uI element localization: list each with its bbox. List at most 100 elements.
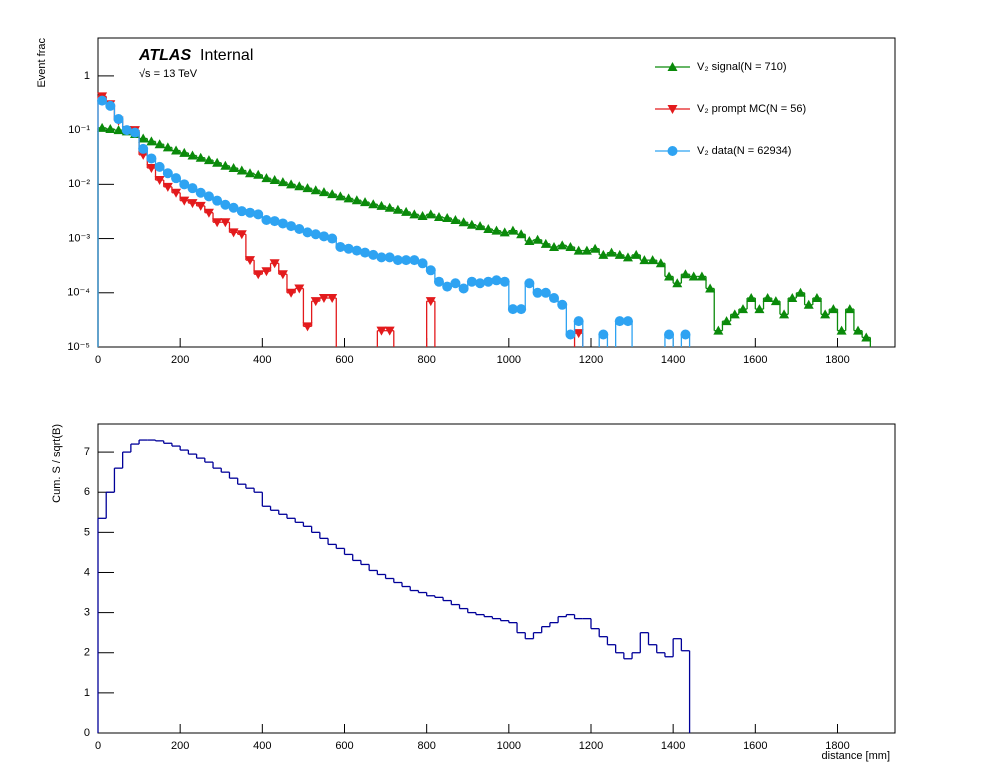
marker (762, 293, 773, 303)
marker (475, 278, 486, 289)
marker (261, 267, 272, 277)
x-tick-label: 400 (253, 740, 271, 752)
marker (376, 252, 387, 263)
marker (516, 229, 527, 239)
marker (540, 287, 551, 298)
marker (803, 299, 814, 309)
marker (811, 293, 822, 303)
marker (499, 276, 510, 287)
y-tick-label: 5 (84, 526, 90, 538)
marker (664, 329, 675, 340)
marker (245, 256, 256, 266)
marker (401, 206, 412, 216)
marker (105, 123, 116, 133)
marker (277, 218, 288, 229)
marker (335, 191, 346, 201)
legend-marker (667, 105, 678, 114)
marker (384, 202, 395, 212)
marker (466, 219, 477, 229)
legend-label: V₂ signal(N = 710) (697, 61, 787, 73)
x-tick-label: 400 (253, 354, 271, 366)
marker (598, 329, 609, 340)
marker (162, 168, 173, 179)
marker (450, 278, 461, 289)
marker (828, 304, 839, 314)
marker (516, 304, 527, 315)
marker (327, 189, 338, 199)
marker (138, 133, 149, 143)
marker (713, 325, 724, 335)
marker (212, 157, 223, 167)
marker (787, 293, 798, 303)
marker (655, 258, 666, 268)
marker (171, 173, 182, 184)
marker (836, 325, 847, 335)
marker (853, 325, 864, 335)
marker (138, 143, 149, 154)
x-tick-label: 1200 (579, 354, 603, 366)
marker (129, 127, 140, 138)
marker (442, 212, 453, 222)
marker (368, 199, 379, 209)
marker (212, 218, 223, 228)
marker (269, 216, 280, 227)
x-tick-label: 600 (335, 740, 353, 752)
marker (310, 229, 321, 240)
marker (187, 150, 198, 160)
x-tick-label: 1800 (825, 354, 849, 366)
marker (606, 247, 617, 257)
y-axis-title: Cum. S / sqrt(B) (51, 424, 63, 503)
marker (392, 204, 403, 214)
marker (573, 245, 584, 255)
marker (483, 276, 494, 287)
marker (861, 332, 872, 342)
x-tick-label: 1000 (497, 354, 521, 366)
marker (327, 294, 338, 304)
y-tick-label: 1 (84, 687, 90, 699)
marker (647, 255, 658, 265)
marker (565, 329, 576, 340)
marker (187, 199, 198, 209)
x-tick-label: 0 (95, 354, 101, 366)
marker (590, 243, 601, 253)
marker (483, 224, 494, 234)
marker (261, 214, 272, 225)
internal-label: Internal (200, 47, 253, 64)
marker (705, 283, 716, 293)
marker (754, 304, 765, 314)
marker (277, 177, 288, 187)
x-tick-label: 1400 (661, 354, 685, 366)
marker (154, 176, 165, 186)
marker (458, 283, 469, 294)
marker (195, 201, 206, 211)
marker (549, 241, 560, 251)
marker (195, 152, 206, 162)
legend-label: V₂ prompt MC(N = 56) (697, 103, 806, 115)
y-tick-label: 10⁻² (68, 178, 90, 190)
marker (737, 304, 748, 314)
marker (417, 211, 428, 221)
marker (425, 297, 436, 307)
marker (565, 241, 576, 251)
marker (622, 316, 633, 327)
marker (195, 187, 206, 198)
marker (286, 179, 297, 189)
marker (458, 217, 469, 227)
marker (491, 275, 502, 286)
marker (179, 179, 190, 190)
y-tick-label: 2 (84, 647, 90, 659)
x-tick-label: 1000 (497, 740, 521, 752)
marker (171, 188, 182, 198)
legend-marker (667, 146, 678, 156)
marker (450, 214, 461, 224)
y-tick-label: 7 (84, 446, 90, 458)
marker (269, 175, 280, 185)
marker (154, 139, 165, 149)
marker (417, 258, 428, 269)
marker (433, 276, 444, 287)
marker (433, 211, 444, 221)
marker (491, 225, 502, 235)
marker (171, 145, 182, 155)
marker (573, 329, 584, 339)
